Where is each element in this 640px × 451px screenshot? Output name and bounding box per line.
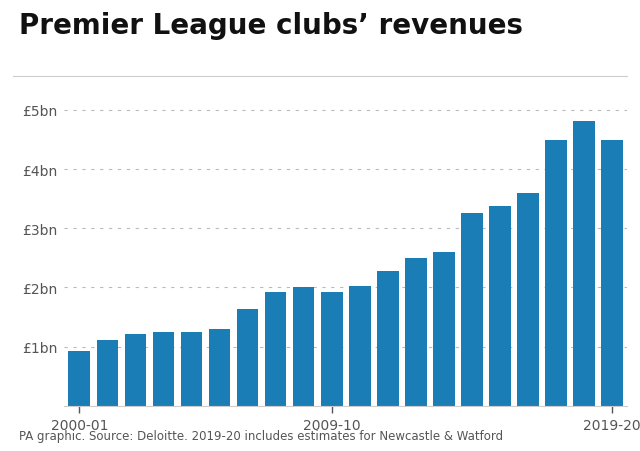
Bar [180, 332, 202, 406]
Bar [97, 340, 118, 406]
Bar [264, 292, 287, 406]
Bar [292, 288, 314, 406]
Bar [573, 121, 595, 406]
Bar [209, 329, 230, 406]
Bar [433, 253, 454, 406]
Bar [461, 213, 483, 406]
Bar [489, 207, 511, 406]
Text: PA graphic. Source: Deloitte. 2019-20 includes estimates for Newcastle & Watford: PA graphic. Source: Deloitte. 2019-20 in… [19, 429, 503, 442]
Bar [545, 140, 566, 406]
Text: Premier League clubs’ revenues: Premier League clubs’ revenues [19, 12, 524, 40]
Bar [321, 292, 342, 406]
Bar [601, 140, 623, 406]
Bar [349, 287, 371, 406]
Bar [237, 310, 259, 406]
Bar [68, 351, 90, 406]
Bar [125, 334, 147, 406]
Bar [517, 193, 539, 406]
Bar [377, 272, 399, 406]
Bar [152, 332, 174, 406]
Bar [404, 258, 427, 406]
